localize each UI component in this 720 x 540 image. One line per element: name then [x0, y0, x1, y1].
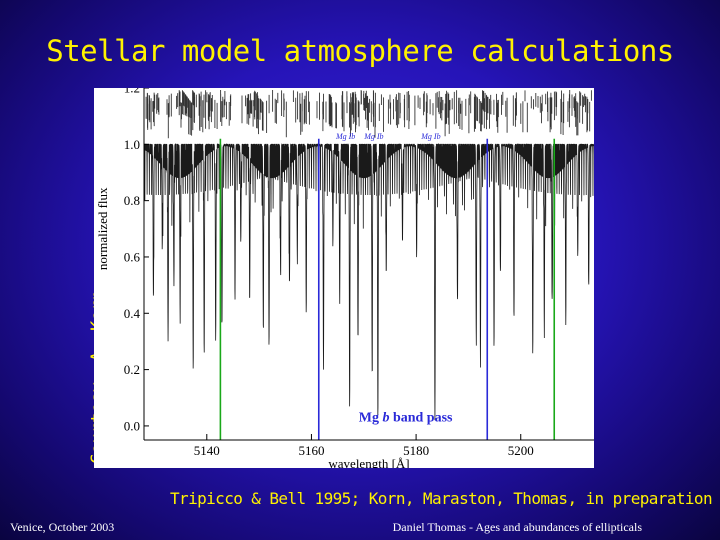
y-tick-label: 0.0 — [124, 418, 140, 433]
spectrum-chart-svg: 0.0 0.2 0.4 0.6 0.8 1.0 1.2 5140 5160 5180 5200 nor… — [95, 88, 594, 468]
band-pass-label: Mg b band pass — [359, 411, 453, 426]
citation-text: Tripicco & Bell 1995; Korn, Maraston, Th… — [170, 489, 713, 508]
spectrum-line — [144, 142, 594, 421]
y-tick-label: 0.6 — [124, 249, 141, 264]
mg-line-annotation: Mg Ib — [420, 132, 440, 141]
x-tick-label: 5160 — [298, 443, 324, 458]
spectrum-chart: 0.0 0.2 0.4 0.6 0.8 1.0 1.2 5140 5160 5180 5200 nor… — [94, 88, 594, 468]
y-tick-label: 1.2 — [124, 88, 140, 96]
y-axis-label: normalized flux — [95, 187, 110, 270]
x-tick-label: 5140 — [194, 443, 220, 458]
x-tick-label: 5200 — [508, 443, 534, 458]
mg-line-annotation: Mg Ib — [335, 132, 355, 141]
footer-author-title: Daniel Thomas - Ages and abundances of e… — [392, 520, 642, 534]
line-identification-ticks — [145, 90, 592, 139]
mg-line-annotation: Mg Ib — [363, 132, 383, 141]
footer-venue-date: Venice, October 2003 — [10, 520, 115, 534]
slide-title: Stellar model atmosphere calculations — [46, 34, 674, 68]
y-tick-label: 1.0 — [124, 137, 140, 152]
y-tick-label: 0.2 — [124, 362, 140, 377]
y-tick-label: 0.8 — [124, 193, 140, 208]
x-axis-label: wavelength [Å] — [328, 456, 409, 468]
y-tick-label: 0.4 — [124, 306, 141, 321]
x-tick-label: 5180 — [403, 443, 429, 458]
